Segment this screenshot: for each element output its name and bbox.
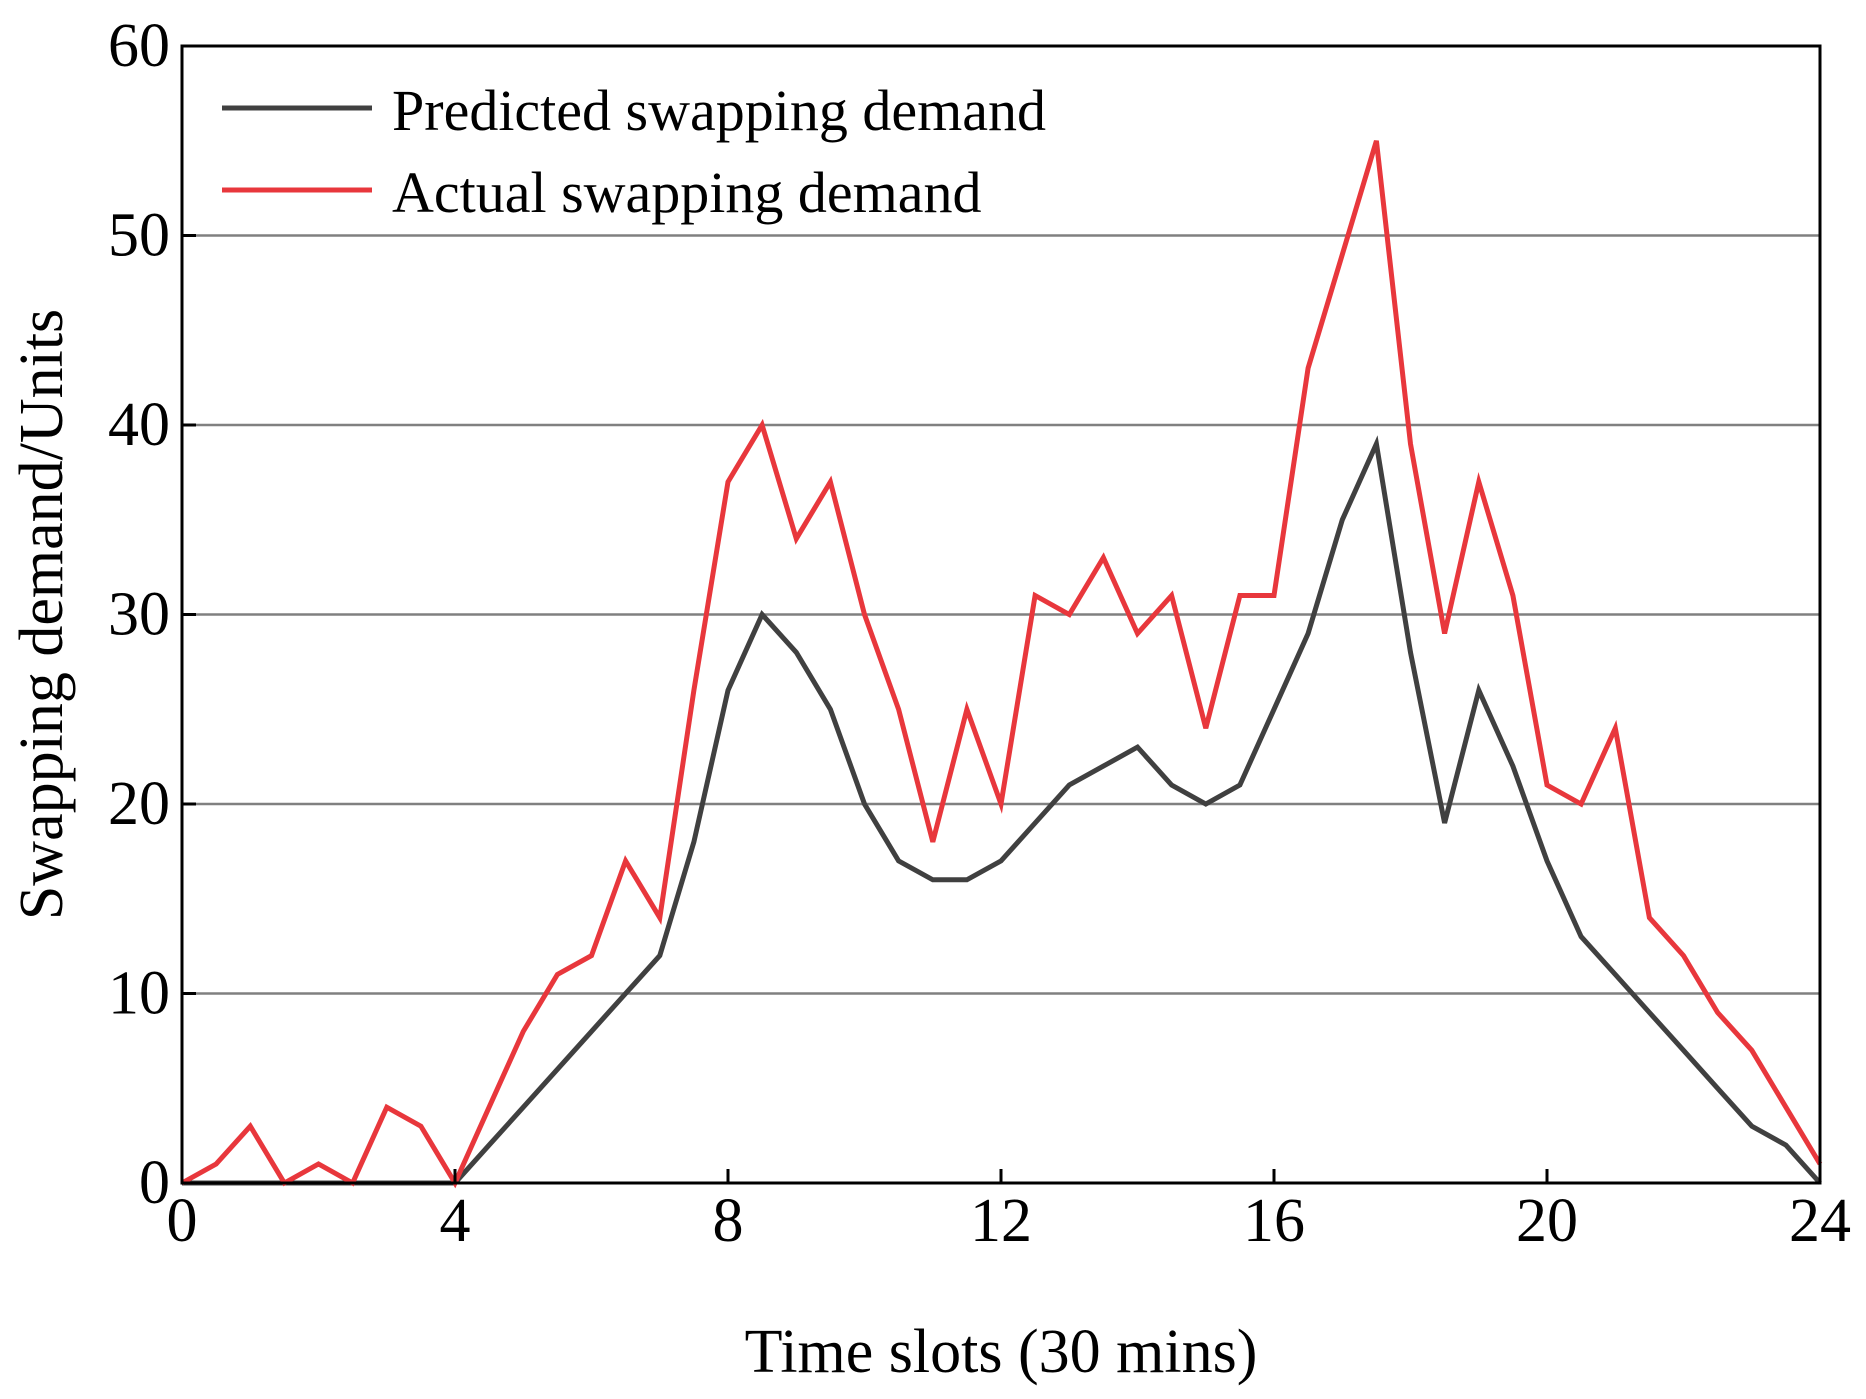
gridlines xyxy=(182,234,1820,995)
y-tick-label-40: 40 xyxy=(108,391,170,459)
x-tick-label-24: 24 xyxy=(1789,1187,1851,1255)
y-axis-title: Swapping demand/Units xyxy=(8,309,76,920)
x-tick-label-8: 8 xyxy=(713,1187,744,1255)
y-tick-label-30: 30 xyxy=(108,581,170,649)
x-tick-label-20: 20 xyxy=(1516,1187,1578,1255)
y-tick-label-10: 10 xyxy=(108,960,170,1028)
x-tick-label-4: 4 xyxy=(440,1187,471,1255)
y-tick-label-20: 20 xyxy=(108,770,170,838)
y-tick-label-50: 50 xyxy=(108,202,170,270)
y-tick-labels: 0 10 20 30 40 50 60 xyxy=(108,12,170,1217)
x-tick-labels: 0 4 8 12 16 20 24 xyxy=(167,1187,1852,1255)
legend: Predicted swapping demand Actual swappin… xyxy=(222,78,1046,225)
x-tick-label-16: 16 xyxy=(1243,1187,1305,1255)
axis-ticks xyxy=(180,44,1822,1185)
legend-label-actual: Actual swapping demand xyxy=(392,160,982,225)
series-line-predicted xyxy=(182,435,1822,1186)
y-tick-label-60: 60 xyxy=(108,12,170,80)
y-tick-label-0: 0 xyxy=(139,1149,170,1217)
legend-label-predicted: Predicted swapping demand xyxy=(392,78,1046,143)
x-tick-label-12: 12 xyxy=(970,1187,1032,1255)
x-tick-label-0: 0 xyxy=(167,1187,198,1255)
x-axis-title: Time slots (30 mins) xyxy=(745,1318,1258,1386)
series-line-actual xyxy=(180,140,1823,1189)
series-lines xyxy=(180,140,1823,1189)
